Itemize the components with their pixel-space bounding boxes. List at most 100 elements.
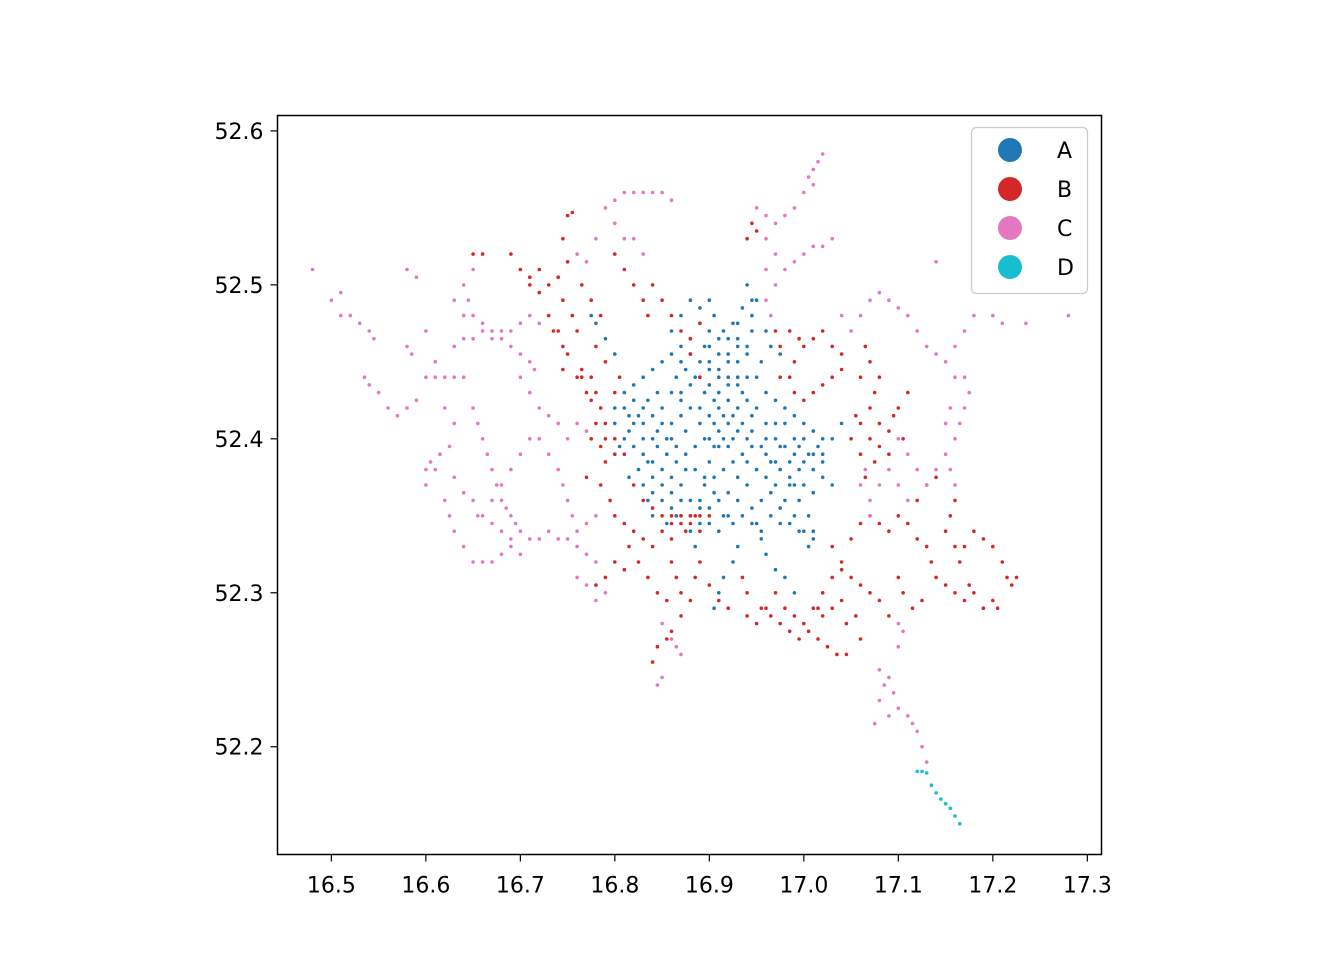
point-C-153	[868, 298, 872, 303]
point-A-249	[655, 390, 660, 395]
point-A-188	[646, 498, 650, 503]
point-C-72	[461, 544, 466, 549]
point-B-87	[778, 621, 782, 626]
point-B-75	[679, 614, 683, 618]
point-C-156	[896, 306, 901, 310]
point-A-112	[735, 544, 740, 549]
point-B-89	[797, 637, 801, 641]
point-B-29	[688, 336, 693, 341]
point-C-114	[650, 190, 655, 195]
point-A-171	[802, 437, 806, 441]
point-B-225	[839, 598, 844, 603]
point-B-184	[778, 375, 782, 380]
point-B-185	[787, 329, 792, 333]
point-B-88	[787, 629, 792, 634]
point-A-47	[792, 452, 797, 457]
point-A-41	[698, 306, 702, 310]
point-C-13	[433, 375, 438, 380]
point-C-6	[372, 336, 376, 341]
point-B-200	[584, 390, 589, 395]
point-A-172	[811, 452, 816, 457]
point-B-0	[537, 267, 542, 272]
point-B-140	[953, 544, 957, 549]
point-C-49	[480, 437, 485, 441]
point-A-213	[726, 352, 730, 356]
point-C-35	[499, 329, 504, 333]
point-C-168	[1066, 313, 1071, 318]
point-B-45	[598, 483, 603, 487]
point-C-73	[452, 529, 457, 533]
point-B-95	[816, 606, 820, 610]
legend-marker-C	[998, 216, 1022, 240]
point-A-151	[721, 329, 726, 333]
point-C-54	[504, 506, 509, 510]
point-C-100	[584, 521, 589, 526]
x-axis: 16.5 16.6 16.7 16.8 16.9 17.0 17.1 17.2 17.3	[307, 854, 1112, 899]
point-A-136	[702, 483, 707, 487]
point-A-105	[750, 506, 754, 510]
point-B-211	[679, 514, 683, 518]
point-C-40	[461, 283, 466, 287]
x-tick-label: 16.5	[307, 874, 356, 899]
point-B-171	[820, 383, 825, 387]
point-A-164	[631, 421, 636, 426]
point-B-210	[669, 514, 674, 518]
point-B-76	[669, 629, 674, 634]
point-C-160	[934, 352, 938, 356]
point-A-121	[811, 537, 816, 541]
point-C-87	[537, 437, 542, 441]
point-A-66	[688, 498, 693, 503]
point-D-9	[958, 821, 962, 826]
point-C-81	[537, 406, 542, 410]
point-B-135	[1014, 575, 1019, 580]
point-A-165	[622, 406, 627, 410]
point-B-43	[589, 437, 593, 441]
x-tick-label: 16.7	[496, 874, 545, 899]
point-C-188	[887, 467, 891, 472]
point-A-242	[721, 514, 726, 518]
point-A-109	[773, 567, 778, 572]
point-B-50	[641, 537, 645, 541]
point-A-238	[759, 529, 764, 533]
point-B-151	[887, 452, 891, 457]
point-B-40	[598, 444, 603, 449]
point-C-176	[953, 437, 957, 441]
point-C-69	[499, 552, 504, 557]
point-C-208	[858, 483, 863, 487]
point-B-104	[854, 614, 858, 618]
point-A-74	[613, 421, 617, 426]
point-A-15	[717, 352, 721, 356]
point-B-102	[877, 598, 882, 603]
point-B-25	[650, 283, 655, 287]
point-C-60	[546, 529, 551, 533]
point-A-240	[740, 514, 745, 518]
point-C-65	[594, 560, 598, 564]
point-A-48	[802, 460, 806, 464]
point-A-102	[750, 313, 754, 318]
point-A-20	[712, 313, 716, 318]
point-A-155	[750, 413, 754, 418]
point-A-108	[764, 552, 768, 557]
point-C-124	[594, 236, 598, 241]
point-B-74	[698, 560, 702, 564]
point-A-71	[641, 452, 645, 457]
point-A-149	[735, 344, 740, 349]
point-A-182	[698, 521, 702, 526]
point-B-164	[849, 437, 853, 441]
point-C-26	[509, 344, 513, 349]
point-A-89	[693, 375, 697, 380]
point-B-202	[594, 421, 598, 426]
point-C-58	[528, 537, 532, 541]
point-B-209	[660, 514, 664, 518]
point-B-159	[891, 413, 896, 418]
point-A-57	[806, 514, 811, 518]
point-C-155	[887, 298, 891, 303]
point-A-219	[707, 360, 712, 364]
point-B-179	[820, 329, 825, 333]
point-A-174	[769, 490, 773, 495]
point-C-45	[376, 390, 381, 395]
point-B-93	[835, 652, 839, 657]
point-A-55	[787, 483, 792, 487]
point-B-136	[1009, 583, 1014, 587]
point-B-174	[792, 390, 797, 395]
